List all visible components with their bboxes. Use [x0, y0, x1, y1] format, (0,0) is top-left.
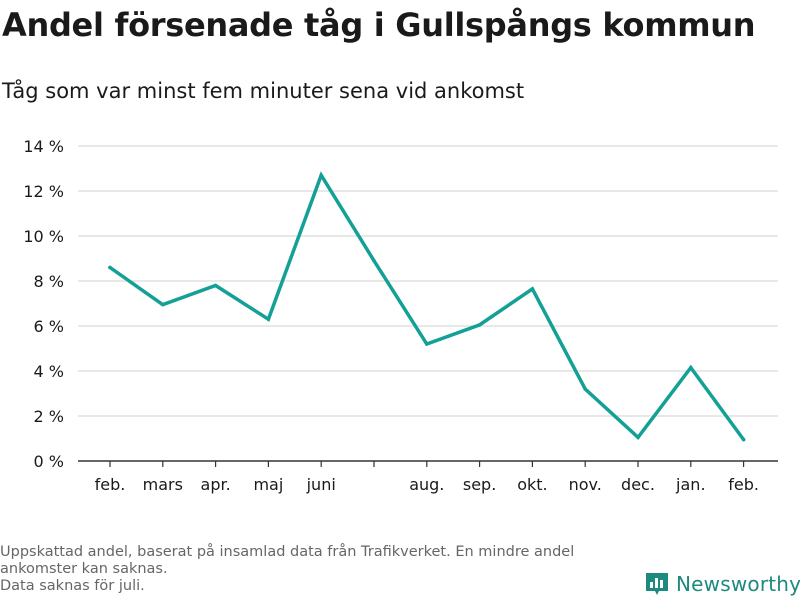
data-point	[266, 317, 271, 322]
footnote-line-1: Uppskattad andel, baserat på insamlad da…	[0, 544, 575, 577]
data-point	[372, 258, 376, 263]
newsworthy-logo: Newsworthy	[644, 571, 800, 597]
data-point	[477, 323, 482, 327]
x-tick-label: feb.	[728, 475, 759, 494]
data-point	[636, 435, 640, 440]
y-tick-label: 0 %	[34, 452, 64, 471]
line-chart: 0 % 2 % 4 % 6 % 8 % 10 % 12 % 14 % feb. mars apr. m…	[23, 137, 778, 494]
data-point	[108, 265, 112, 270]
y-tick-label: 10 %	[23, 227, 64, 246]
x-tick-label: jan.	[675, 475, 705, 494]
x-tick-label: okt.	[517, 475, 547, 494]
x-tick-label: juni	[306, 475, 336, 494]
data-point	[425, 342, 429, 346]
x-tick-label: aug.	[409, 475, 444, 494]
x-tick-label: mars	[143, 475, 183, 494]
data-point	[213, 283, 218, 288]
footnote-line-2: Data saknas för juli.	[0, 578, 145, 594]
data-series-line	[108, 171, 746, 442]
chart-title: Andel försenade tåg i Gullspångs kommun	[2, 6, 756, 44]
y-tick-label: 14 %	[23, 137, 64, 156]
y-tick-label: 8 %	[34, 272, 64, 291]
footnote: Uppskattad andel, baserat på insamlad da…	[0, 544, 640, 595]
newsworthy-logo-icon	[646, 573, 668, 595]
x-tick-label: dec.	[621, 475, 655, 494]
x-tick-label: apr.	[201, 475, 231, 494]
data-point	[583, 387, 587, 391]
y-tick-label: 12 %	[23, 182, 64, 201]
data-point	[741, 437, 746, 442]
x-tick-label: maj	[253, 475, 283, 494]
x-tick-label: nov.	[569, 475, 602, 494]
y-tick-label: 2 %	[34, 407, 64, 426]
y-tick-label: 4 %	[34, 362, 64, 381]
data-point	[689, 365, 693, 370]
y-tick-label: 6 %	[34, 317, 64, 336]
data-point	[319, 173, 324, 178]
x-tick-label: feb.	[95, 475, 126, 494]
data-point	[161, 302, 165, 307]
newsworthy-logo-text: Newsworthy	[676, 572, 800, 596]
chart-subtitle: Tåg som var minst fem minuter sena vid a…	[2, 79, 525, 103]
x-tick-label: sep.	[463, 475, 496, 494]
data-point	[530, 287, 535, 291]
